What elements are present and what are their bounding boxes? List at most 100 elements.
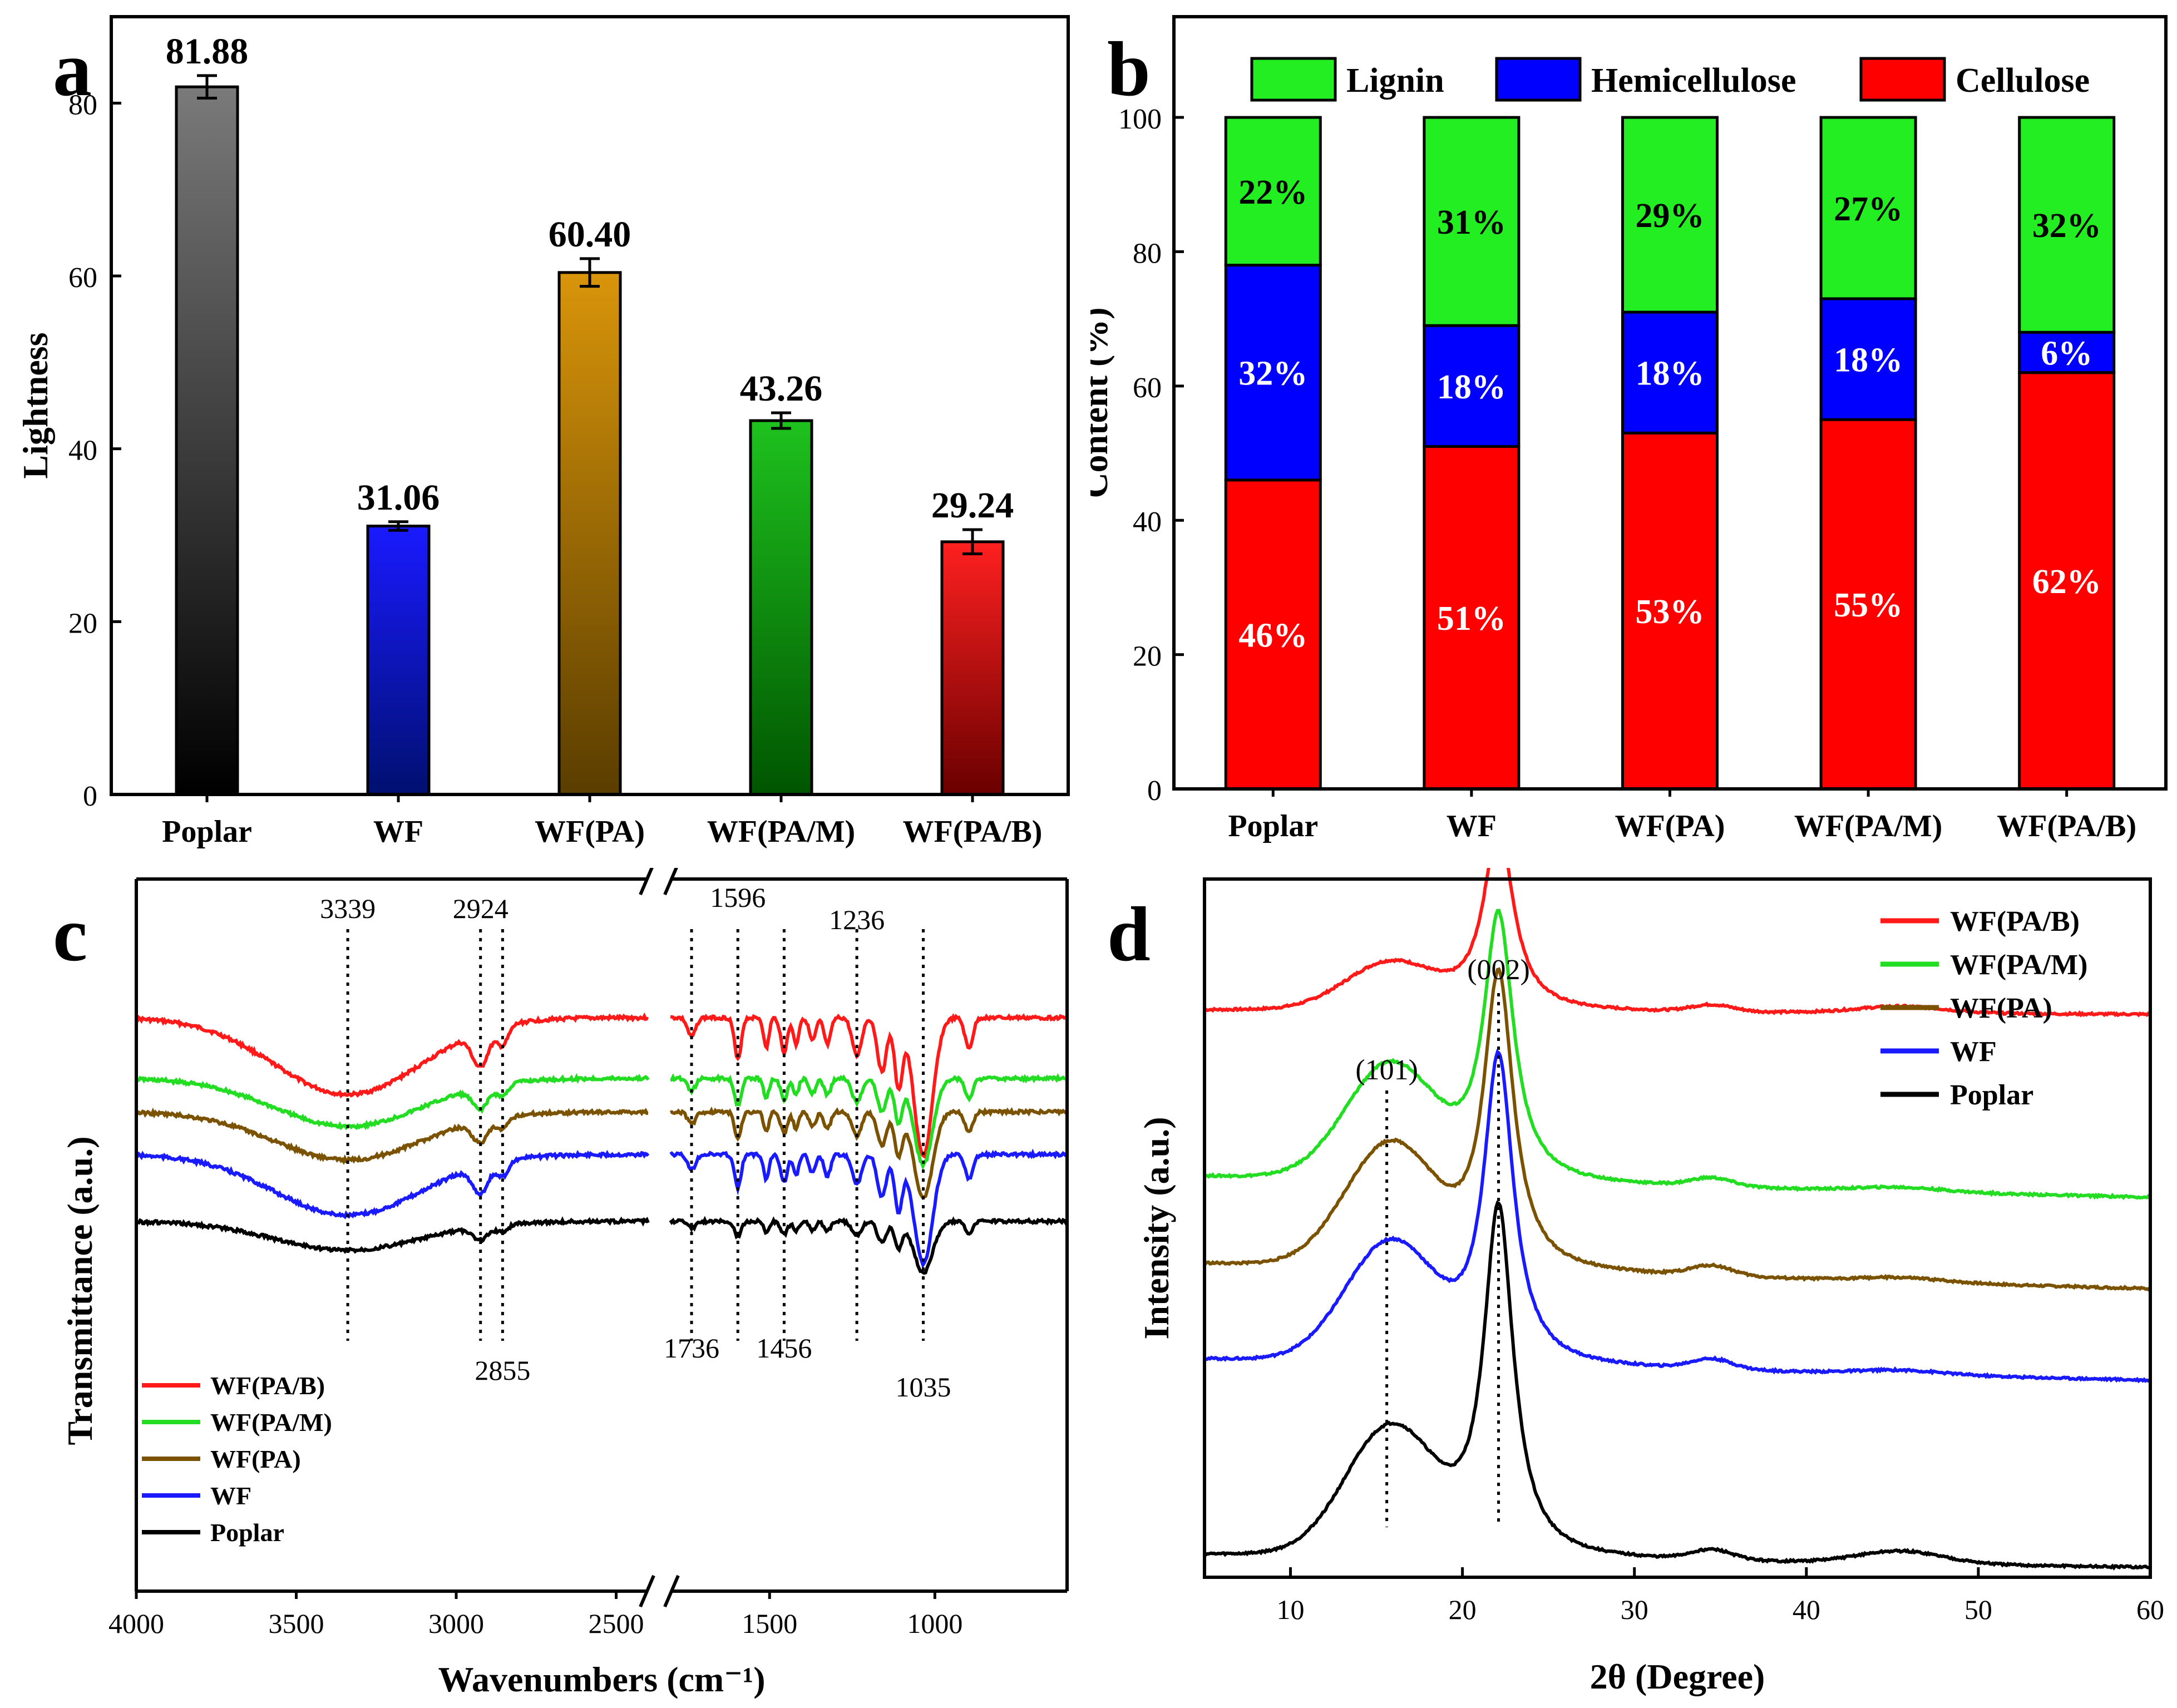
segment-label: 18%	[1834, 342, 1903, 379]
plot-frame	[1172, 15, 2168, 791]
segment-label: 22%	[1238, 174, 1307, 211]
bar-wf	[366, 525, 431, 796]
segment-label: 18%	[1636, 355, 1705, 393]
panel-label-d: d	[1107, 891, 1151, 978]
x-tick-label: 40	[1793, 1594, 1820, 1625]
bar-segment-hemicellulose	[1819, 297, 1917, 421]
plot-frame	[110, 15, 1070, 796]
bar-segment-hemicellulose	[1224, 264, 1322, 482]
data-label: 60.40	[549, 214, 631, 255]
panel-label-c: c	[53, 891, 88, 978]
y-tick-label: 40	[68, 435, 97, 467]
legend-label: Poplar	[210, 1518, 284, 1547]
peak-label: 1736	[664, 1332, 719, 1364]
y-tick-label: 0	[83, 781, 97, 812]
x-tick-label: 60	[2136, 1594, 2164, 1625]
segment-label: 6%	[2041, 334, 2092, 372]
y-tick-label: 60	[1133, 372, 1162, 404]
segment-label: 32%	[2032, 207, 2101, 245]
chart-a-lightness: 81.88 Poplar 31.06 WF 60.40 WF(PA) 43.26 WF(PA/…	[16, 15, 1070, 849]
x-axis-label: 2θ (Degree)	[1590, 1657, 1765, 1696]
spectrum-wfpab	[136, 1012, 649, 1099]
y-tick-label: 80	[68, 89, 97, 121]
y-axis-label: Lightness	[16, 332, 55, 478]
pattern-wf	[1204, 1049, 2151, 1384]
y-tick-label: 60	[68, 262, 97, 294]
axis-break-mark	[639, 868, 654, 896]
bar-segment-lignin	[1621, 116, 1719, 314]
pattern-wfpa	[1203, 967, 2151, 1292]
axis-break-mark	[663, 1574, 680, 1608]
y-tick-label: 40	[1133, 506, 1162, 538]
segment-label: 27%	[1834, 190, 1903, 228]
legend-label: Cellulose	[1956, 62, 2090, 100]
segment-label: 51%	[1437, 600, 1506, 638]
x-tick-label: 50	[1964, 1594, 1992, 1625]
x-axis-label: Wavenumbers (cm⁻¹)	[438, 1660, 766, 1699]
peak-label: 1456	[756, 1332, 812, 1364]
peak-label: (101)	[1355, 1054, 1418, 1086]
y-tick-label: 80	[1133, 238, 1162, 269]
bar-segment-lignin	[2018, 116, 2116, 334]
axis-break-mark	[663, 868, 678, 896]
legend-label: WF(PA/B)	[1950, 906, 2080, 937]
legend-label: Poplar	[1950, 1079, 2033, 1111]
bar-poplar	[175, 85, 239, 796]
x-tick-label: 2500	[589, 1608, 644, 1639]
x-tick-label: 3500	[269, 1608, 324, 1639]
x-tick-label: 20	[1449, 1594, 1477, 1625]
x-tick-label: WF(PA)	[535, 814, 645, 849]
spectrum-poplar	[669, 1216, 1069, 1275]
y-axis-label: Intensity (a.u.)	[1137, 1117, 1176, 1339]
x-tick-label: WF(PA/M)	[707, 814, 855, 849]
plot-frame	[1203, 877, 2152, 1579]
spectrum-wf	[669, 1148, 1068, 1269]
legend-swatch	[1859, 57, 1946, 102]
pattern-wfpam	[1203, 909, 2151, 1201]
peak-label: 1596	[710, 882, 766, 913]
segment-label: 53%	[1636, 593, 1705, 631]
chart-d-xrd: (101) (002) 10 20 30 40 50 60 2θ (Degree) Intensi…	[1137, 868, 2164, 1696]
x-tick-label: 1500	[742, 1608, 797, 1639]
x-tick-label: WF(PA/M)	[1794, 809, 1942, 843]
pattern-wfpab	[1204, 868, 2151, 1018]
bar-segment-cellulose	[1224, 478, 1322, 791]
y-axis-label: Transmittance (a.u.)	[60, 1136, 100, 1445]
x-tick-label: 1000	[907, 1608, 962, 1639]
x-tick-label: 30	[1621, 1594, 1648, 1625]
legend-label: WF(PA)	[1950, 993, 2052, 1024]
x-tick-label: 10	[1277, 1594, 1305, 1625]
axis-break-mark	[639, 1574, 655, 1608]
peak-label: 2924	[453, 893, 509, 924]
bar-segment-hemicellulose	[2018, 330, 2116, 374]
spectrum-wfpab	[670, 1013, 1068, 1159]
x-tick-label: WF(PA/B)	[1997, 809, 2136, 843]
data-label: 31.06	[357, 477, 440, 518]
bar-wfpa	[557, 271, 622, 796]
legend-label: WF(PA)	[210, 1445, 301, 1473]
segment-label: 62%	[2032, 563, 2101, 601]
legend-label: WF	[210, 1482, 251, 1510]
segment-label: 31%	[1437, 204, 1506, 241]
segment-label: 18%	[1437, 368, 1506, 406]
spectrum-wfpa	[135, 1107, 649, 1165]
legend-label: Hemicellulose	[1591, 62, 1796, 100]
data-label: 29.24	[931, 485, 1014, 526]
peak-label: (002)	[1467, 954, 1530, 986]
spectrum-poplar	[135, 1216, 650, 1255]
peak-label: 1236	[829, 904, 885, 935]
pattern-poplar	[1203, 1201, 2150, 1571]
spectrum-wfpam	[135, 1073, 650, 1131]
segment-label: 55%	[1834, 586, 1903, 624]
x-tick-label: Poplar	[162, 814, 252, 849]
legend-label: WF	[1950, 1036, 1997, 1068]
peak-label: 3339	[320, 893, 376, 924]
bar-wfpam	[749, 419, 813, 796]
x-tick-label: 3000	[428, 1608, 484, 1639]
y-tick-label: 20	[68, 608, 97, 639]
y-axis-label: Content (%)	[1090, 307, 1115, 498]
chart-c-ftir: 3339 2924 1596 1236 2855 1736 1456 1035 4000 3500…	[60, 868, 1069, 1699]
bar-segment-lignin	[1819, 116, 1917, 300]
panel-label-b: b	[1107, 26, 1151, 112]
x-tick-label: WF	[373, 814, 423, 849]
